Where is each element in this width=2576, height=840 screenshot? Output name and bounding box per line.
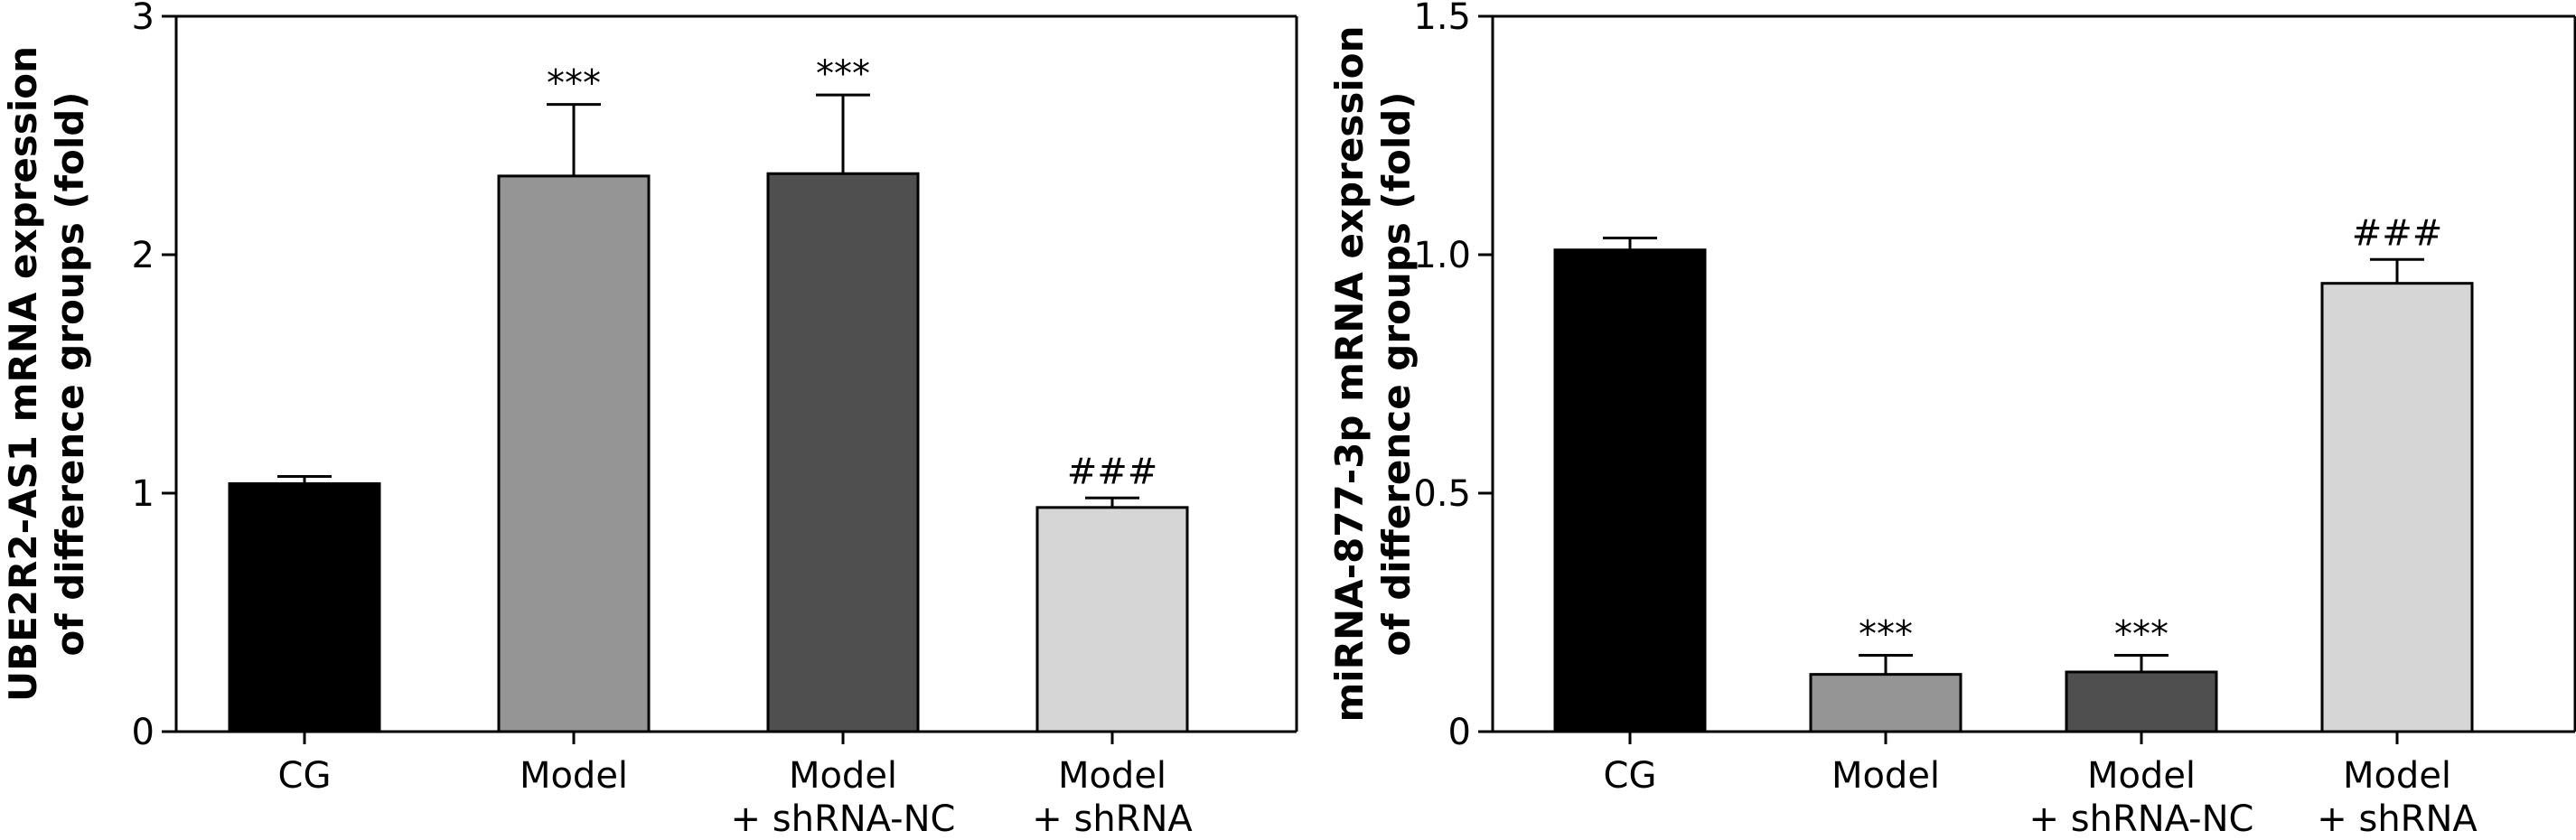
chart-ube2r2-as1: 0 1 2 3 UBE2R2-AS1 mRNA expression of differe…	[1, 0, 1298, 840]
x-tick-label: + shRNA-NC	[2029, 798, 2254, 840]
x-tick-label: Model	[1058, 755, 1166, 797]
y-axis-title: of difference groups (fold)	[48, 91, 92, 656]
x-tick-label: Model	[2343, 755, 2451, 797]
x-tick-label: + shRNA	[2317, 798, 2478, 840]
x-tick-label: Model	[789, 755, 897, 797]
y-tick-label: 3	[132, 0, 155, 38]
y-tick-label: 1	[132, 473, 155, 515]
significance-label: ***	[547, 63, 601, 105]
y-axis-title: miRNA-877-3p mRNA expression	[1327, 26, 1372, 723]
significance-label: ***	[1859, 614, 1913, 656]
y-axis-title: of difference groups (fold)	[1374, 91, 1419, 656]
bar	[1553, 248, 1707, 733]
bar	[2065, 670, 2218, 733]
bar	[497, 174, 651, 733]
bar	[1035, 506, 1189, 733]
significance-label: ***	[816, 53, 870, 95]
y-tick-label: 0.5	[1413, 473, 1471, 515]
x-tick-label: Model	[2087, 755, 2196, 797]
x-tick-label: Model	[520, 755, 628, 797]
chart-mirna-877-3p: 0 0.5 1.0 1.5 miRNA-877-3p mRNA expression of…	[1327, 0, 2576, 840]
y-tick-label: 1.0	[1413, 235, 1471, 276]
significance-label: ###	[1067, 451, 1158, 492]
significance-label: ###	[2352, 212, 2443, 254]
bar	[1809, 673, 1962, 733]
x-tick-label: + shRNA	[1032, 798, 1193, 840]
x-tick-label: + shRNA-NC	[731, 798, 956, 840]
y-tick-label: 1.5	[1413, 0, 1471, 38]
bar	[766, 172, 920, 733]
x-tick-label: CG	[1604, 755, 1657, 797]
y-tick-label: 2	[132, 235, 155, 276]
bar	[2320, 282, 2474, 733]
bar	[228, 481, 381, 733]
y-tick-label: 0	[1448, 712, 1471, 753]
x-tick-label: CG	[278, 755, 332, 797]
y-tick-label: 0	[132, 712, 155, 753]
x-tick-label: Model	[1831, 755, 1940, 797]
significance-label: ***	[2114, 614, 2169, 656]
y-axis-title: UBE2R2-AS1 mRNA expression	[1, 46, 45, 702]
